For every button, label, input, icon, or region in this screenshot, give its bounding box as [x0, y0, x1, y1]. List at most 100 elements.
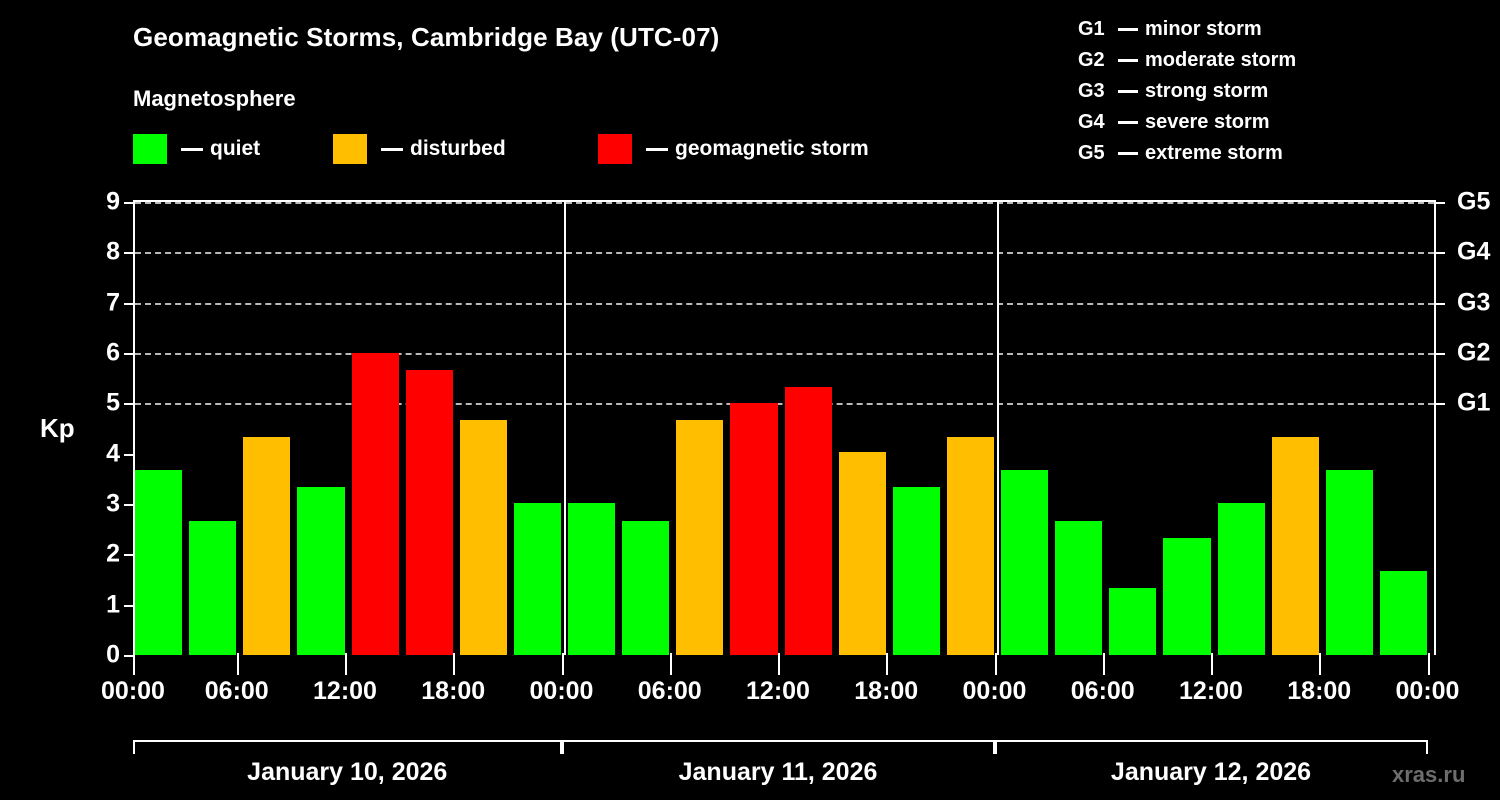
- green-swatch: [133, 134, 167, 164]
- y-tick-label: 7: [106, 288, 120, 317]
- x-tick: [994, 653, 997, 675]
- gridline-kp-9: [135, 202, 1434, 204]
- x-tick: [1427, 653, 1430, 675]
- x-tick: [133, 653, 135, 675]
- chart-subtitle: Magnetosphere: [133, 86, 296, 111]
- x-tick-label: 12:00: [313, 677, 377, 705]
- bar[interactable]: [243, 437, 291, 655]
- legend-item-label: geomagnetic storm: [675, 137, 869, 160]
- gscale-description: moderate storm: [1145, 49, 1297, 71]
- bar[interactable]: [568, 502, 616, 655]
- gscale-description: minor storm: [1145, 18, 1262, 40]
- bar[interactable]: [730, 403, 778, 655]
- gscale-dash-icon: [1118, 90, 1138, 93]
- day-separator: [996, 202, 999, 655]
- gscale-code: G3: [1078, 80, 1105, 102]
- bar[interactable]: [297, 487, 345, 655]
- day-label: January 11, 2026: [678, 758, 878, 786]
- g-tick-g4: [1434, 252, 1445, 255]
- gscale-code: G2: [1078, 49, 1105, 71]
- x-tick: [778, 653, 780, 675]
- gscale-dash-icon: [1118, 152, 1138, 155]
- g-tick-g2: [1434, 353, 1445, 355]
- x-tick-label: 12:00: [1179, 677, 1243, 705]
- x-tick-label: 00:00: [101, 677, 165, 705]
- y-tick-5: [124, 403, 135, 406]
- g-tick-label: G5: [1457, 187, 1491, 216]
- gscale-row-g5: G5 extreme storm: [1078, 138, 1296, 169]
- legend-item-label: quiet: [210, 137, 261, 160]
- bar[interactable]: [459, 419, 507, 655]
- bar[interactable]: [405, 369, 453, 655]
- y-tick-8: [124, 252, 135, 255]
- bar[interactable]: [1271, 437, 1319, 655]
- y-tick-0: [124, 655, 135, 657]
- legend-dash-icon: [181, 147, 203, 151]
- day-label: January 10, 2026: [247, 758, 448, 786]
- x-tick-label: 06:00: [637, 677, 702, 705]
- legend-item-label: disturbed: [410, 137, 506, 160]
- bar[interactable]: [676, 419, 724, 655]
- gridline-kp-7: [135, 302, 1434, 305]
- y-tick-label: 5: [106, 388, 120, 417]
- bar[interactable]: [1379, 570, 1427, 655]
- y-axis-title: Kp: [40, 413, 75, 443]
- g-tick-label: G4: [1457, 237, 1491, 266]
- g-tick-label: G1: [1457, 388, 1491, 417]
- gscale-description: severe storm: [1145, 111, 1270, 133]
- gscale-code: G5: [1078, 142, 1105, 164]
- x-tick: [1211, 653, 1213, 675]
- bar[interactable]: [513, 502, 561, 655]
- bar[interactable]: [351, 353, 399, 655]
- x-tick-label: 06:00: [204, 677, 269, 705]
- y-tick-7: [124, 302, 135, 305]
- bar[interactable]: [946, 437, 994, 655]
- y-tick-label: 8: [106, 237, 120, 266]
- y-tick-4: [124, 453, 135, 456]
- x-tick-label: 18:00: [1287, 677, 1352, 705]
- bar[interactable]: [622, 520, 670, 655]
- x-tick-label: 06:00: [1070, 677, 1135, 705]
- y-tick-label: 4: [106, 439, 120, 468]
- x-tick-label: 00:00: [962, 677, 1027, 705]
- bar[interactable]: [1163, 537, 1211, 655]
- x-tick-label: 00:00: [529, 677, 594, 705]
- y-tick-6: [124, 353, 135, 355]
- gridline-kp-8: [135, 252, 1434, 255]
- gscale-code: G1: [1078, 18, 1105, 40]
- y-tick-label: 3: [106, 489, 120, 518]
- bar[interactable]: [1055, 520, 1103, 655]
- y-tick-2: [124, 554, 135, 557]
- plot-area: 0 1 2 3 4 5 6 7 8 9 G1 G2 G3 G4 G5: [106, 188, 1490, 669]
- y-tick-label: 0: [106, 640, 120, 669]
- bar[interactable]: [135, 470, 183, 655]
- gscale-dash-icon: [1118, 121, 1138, 124]
- page-title: Geomagnetic Storms, Cambridge Bay (UTC-0…: [133, 22, 720, 52]
- bar[interactable]: [1001, 470, 1049, 655]
- day-label: January 12, 2026: [1110, 758, 1312, 786]
- x-tick: [1102, 653, 1105, 675]
- x-tick: [453, 653, 456, 675]
- bar-series: [135, 202, 1434, 655]
- x-tick: [1319, 653, 1322, 675]
- y-tick-label: 2: [106, 539, 120, 568]
- bar[interactable]: [1109, 588, 1157, 655]
- bar[interactable]: [1325, 470, 1373, 655]
- g-tick-label: G2: [1457, 338, 1491, 367]
- bar[interactable]: [892, 487, 940, 655]
- bar[interactable]: [784, 386, 832, 655]
- y-tick-label: 9: [106, 187, 120, 216]
- x-tick: [886, 653, 889, 675]
- gscale-dash-icon: [1118, 28, 1138, 31]
- bar[interactable]: [838, 452, 886, 655]
- y-tick-9: [124, 202, 135, 204]
- bar[interactable]: [189, 520, 237, 655]
- legend-dash-icon: [646, 147, 668, 151]
- bar[interactable]: [1217, 502, 1265, 655]
- gscale-row-g4: G4 severe storm: [1078, 107, 1296, 138]
- y-tick-3: [124, 504, 135, 506]
- g-scale-legend: G1 minor storm G2 moderate storm G3 strong st…: [1078, 14, 1296, 169]
- gscale-row-g3: G3 strong storm: [1078, 76, 1296, 107]
- y-tick-label: 6: [106, 338, 120, 367]
